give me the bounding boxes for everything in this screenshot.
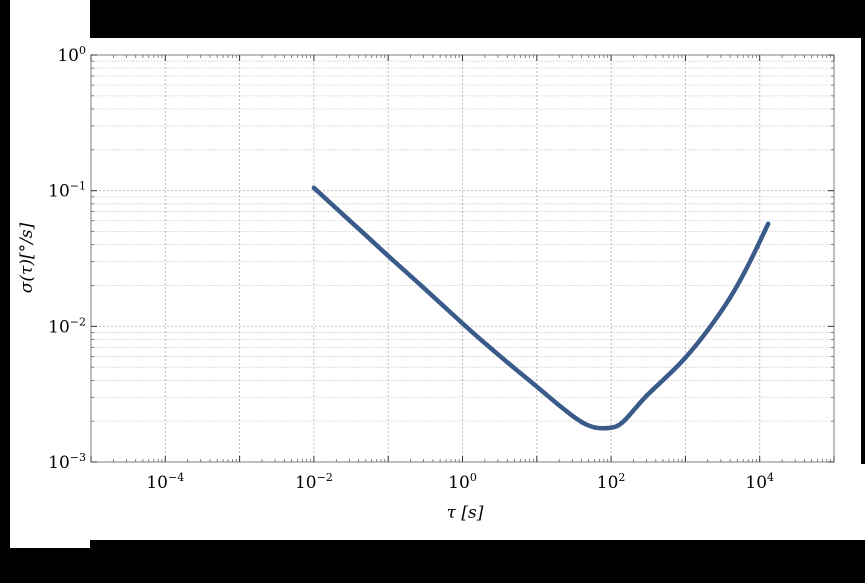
- data-point: [661, 378, 665, 383]
- bottom-border: [0, 548, 865, 578]
- data-point: [438, 301, 442, 305]
- data-point: [683, 356, 688, 361]
- data-point: [460, 321, 465, 326]
- right-border: [861, 38, 865, 464]
- data-point: [364, 233, 368, 237]
- y-axis-label: σ(τ)[°/s]: [17, 222, 37, 293]
- data-point: [605, 426, 610, 431]
- y-tick-label: 10−1: [48, 180, 86, 202]
- data-point: [757, 239, 762, 244]
- data-point: [622, 419, 626, 423]
- axis-ticks: [90, 54, 835, 463]
- y-tick-labels: 10−3 10−2 10−1 100: [48, 44, 86, 473]
- data-point: [557, 403, 561, 408]
- data-point: [312, 185, 316, 190]
- data-point: [579, 420, 584, 425]
- y-tick-label: 100: [57, 44, 86, 66]
- x-tick-label: 10−4: [146, 471, 184, 493]
- data-point: [746, 263, 750, 268]
- series-layer: [311, 185, 771, 431]
- y-tick-label: 10−3: [48, 451, 86, 473]
- left-border: [0, 0, 10, 548]
- x-tick-label: 100: [448, 471, 477, 493]
- series-line: [311, 185, 771, 431]
- top-border: [90, 0, 865, 38]
- x-tick-label: 10−2: [295, 471, 333, 493]
- y-tick-label: 10−2: [48, 315, 86, 337]
- data-point: [535, 384, 539, 389]
- minor-grid: [91, 60, 834, 422]
- data-point: [615, 424, 619, 429]
- x-tick-labels: 10−4 10−2 100 102 104: [146, 471, 774, 493]
- data-point: [408, 274, 413, 278]
- data-point: [644, 393, 649, 398]
- data-point: [512, 366, 517, 371]
- x-tick-label: 104: [745, 471, 774, 493]
- data-point: [631, 408, 636, 413]
- data-point: [728, 296, 732, 301]
- data-point: [592, 426, 597, 430]
- data-point: [705, 328, 710, 333]
- bottom-border-inner: [90, 540, 865, 548]
- data-point: [483, 341, 487, 346]
- data-point: [334, 206, 339, 211]
- x-tick-label: 102: [597, 471, 626, 493]
- data-point: [766, 221, 770, 226]
- x-axis-label: τ [s]: [447, 503, 484, 523]
- data-point: [386, 254, 391, 258]
